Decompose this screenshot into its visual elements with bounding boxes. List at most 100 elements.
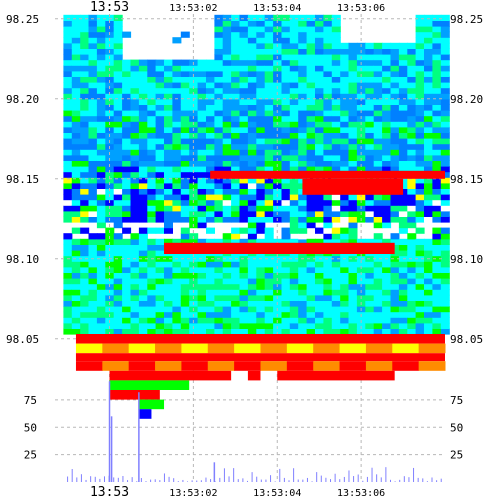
heat-cell — [71, 82, 81, 89]
heat-cell — [147, 261, 157, 268]
heat-cell — [206, 110, 215, 117]
heat-cell — [180, 311, 190, 318]
heat-cell — [138, 171, 148, 178]
heat-cell — [247, 48, 257, 55]
heat-cell — [432, 126, 442, 133]
heat-cell — [80, 250, 90, 257]
heat-cell — [440, 48, 450, 55]
heat-cell — [382, 115, 392, 122]
heat-cell — [147, 76, 157, 83]
heat-cell — [172, 37, 182, 44]
heat-cell — [407, 317, 417, 324]
heat-cell — [247, 104, 257, 111]
heat-cell — [80, 166, 90, 173]
heat-cell — [407, 138, 417, 145]
heat-cell — [390, 322, 400, 329]
heat-cell — [71, 255, 81, 262]
heat-cell — [298, 210, 308, 217]
heat-cell — [247, 37, 257, 44]
heat-cell — [390, 311, 400, 318]
heat-cell — [155, 65, 165, 72]
heat-cell — [390, 160, 400, 167]
heat-cell — [424, 238, 433, 245]
heat-cell — [231, 166, 241, 173]
heat-cell — [315, 121, 324, 128]
heat-cell — [323, 278, 333, 285]
heat-cell — [130, 87, 140, 94]
heat-cell — [432, 182, 442, 189]
heat-cell — [348, 317, 358, 324]
heat-cell — [306, 98, 316, 105]
heat-cell — [231, 322, 241, 329]
heat-cell — [373, 42, 383, 49]
heat-cell — [214, 70, 224, 77]
heat-cell — [382, 238, 392, 245]
heat-cell — [147, 87, 157, 94]
heat-cell — [440, 255, 450, 262]
heat-cell — [390, 255, 400, 262]
heat-cell — [222, 311, 232, 318]
heat-cell — [71, 20, 81, 27]
heat-cell — [222, 166, 232, 173]
heat-cell — [113, 160, 123, 167]
heat-cell — [130, 76, 140, 83]
heat-cell — [113, 149, 123, 156]
heat-cell — [398, 132, 408, 139]
heat-cell — [365, 143, 375, 150]
heat-cell — [415, 65, 425, 72]
heat-cell — [180, 205, 190, 212]
heat-cell — [155, 328, 165, 335]
heat-cell — [138, 328, 148, 335]
heat-cell — [440, 54, 450, 61]
heat-cell — [323, 143, 333, 150]
heat-cell — [256, 216, 266, 223]
heat-cell — [365, 199, 375, 206]
heat-cell — [130, 149, 140, 156]
heat-cell — [365, 317, 375, 324]
heat-cell — [264, 227, 274, 234]
heat-cell — [348, 104, 358, 111]
heat-cell — [415, 70, 425, 77]
heat-cell — [222, 82, 232, 89]
heat-cell — [197, 261, 207, 268]
heat-cell — [122, 143, 132, 150]
heat-cell — [289, 48, 299, 55]
heat-cell — [71, 238, 81, 245]
heat-cell — [88, 154, 98, 161]
heat-cell — [206, 104, 215, 111]
heat-cell — [63, 182, 73, 189]
heat-cell — [88, 54, 98, 61]
heat-cell — [323, 87, 333, 94]
heat-cell — [348, 322, 358, 329]
heat-cell — [63, 82, 73, 89]
heat-cell — [113, 216, 123, 223]
heat-cell — [231, 110, 241, 117]
heat-cell — [323, 233, 333, 240]
heat-cell — [71, 328, 81, 335]
heat-cell — [88, 311, 98, 318]
heat-cell — [256, 300, 266, 307]
heat-cell — [289, 289, 299, 296]
heat-cell — [348, 205, 358, 212]
heat-cell — [214, 261, 224, 268]
heat-cell — [440, 216, 450, 223]
heat-cell — [331, 138, 341, 145]
heat-cell — [96, 278, 106, 285]
heat-cell — [264, 294, 274, 301]
heat-cell — [264, 272, 274, 279]
heat-cell — [440, 26, 450, 33]
heat-cell — [63, 244, 73, 251]
heat-cell — [172, 126, 182, 133]
heat-cell — [331, 216, 341, 223]
heat-cell — [239, 65, 249, 72]
heat-cell — [306, 317, 316, 324]
heat-cell — [373, 98, 383, 105]
heat-cell — [197, 300, 207, 307]
heat-cell — [348, 194, 358, 201]
heat-cell — [155, 238, 165, 245]
heat-cell — [373, 322, 383, 329]
heat-cell — [415, 278, 425, 285]
heat-cell — [71, 48, 81, 55]
heat-cell — [96, 154, 106, 161]
heat-cell — [222, 54, 232, 61]
